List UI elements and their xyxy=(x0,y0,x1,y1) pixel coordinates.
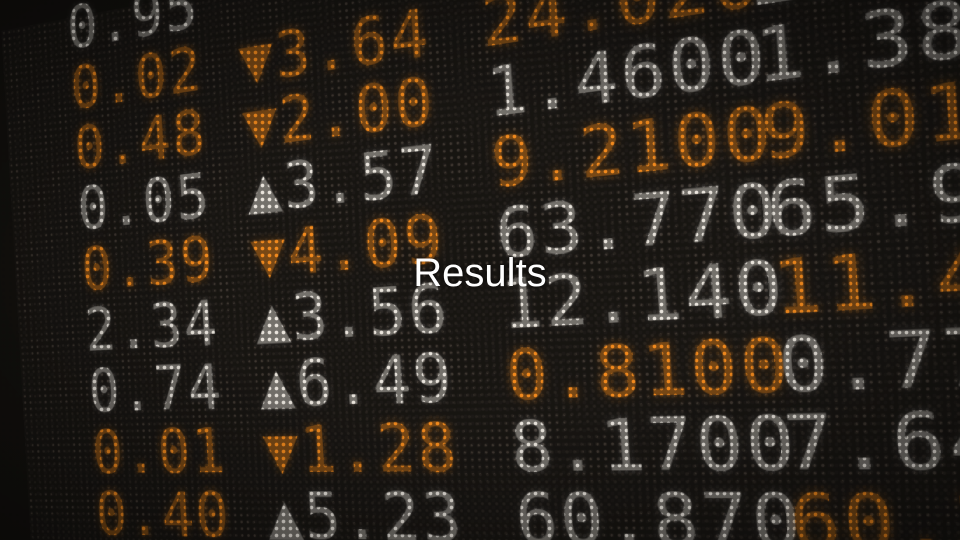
ticker-value: ▲5.23 xyxy=(266,484,466,540)
ticker-row: 0.74▲6.490.81000.77008. xyxy=(21,366,24,423)
ticker-row: 0.05▲3.579.21009.010068 xyxy=(10,189,13,246)
ticker-value: 0.8100 xyxy=(504,328,795,411)
ticker-row: 0.950.583023.000 xyxy=(0,14,3,71)
ticker-value: 0.7700 xyxy=(775,312,960,404)
ticker-row: 0.48▼2.001.46001.38009 xyxy=(7,130,10,187)
ticker-row: 0.40▲5.2360.87060.2800.5 xyxy=(27,484,30,540)
ticker-row: 0.01▼1.288.17007.640060 xyxy=(24,425,27,483)
ticker-value: 60.280 xyxy=(787,485,960,540)
ticker-row: 0.02▼3.6424.02023.0001 xyxy=(4,72,7,129)
ticker-value: ▲6.49 xyxy=(257,345,456,418)
slide-title: Results xyxy=(0,246,960,300)
ticker-value: ▼1.28 xyxy=(261,414,460,482)
ticker-value: 0.01 xyxy=(91,420,229,483)
ticker-row: 2.34▲3.5612.14011.4100. xyxy=(17,307,20,364)
ticker-value: 8.1700 xyxy=(509,406,801,482)
ticker-value: 0.74 xyxy=(87,356,224,422)
ticker-value: 0.40 xyxy=(94,484,232,540)
ticker-value: 60.870 xyxy=(514,485,807,540)
ticker-value: 7.6400 xyxy=(781,398,960,482)
